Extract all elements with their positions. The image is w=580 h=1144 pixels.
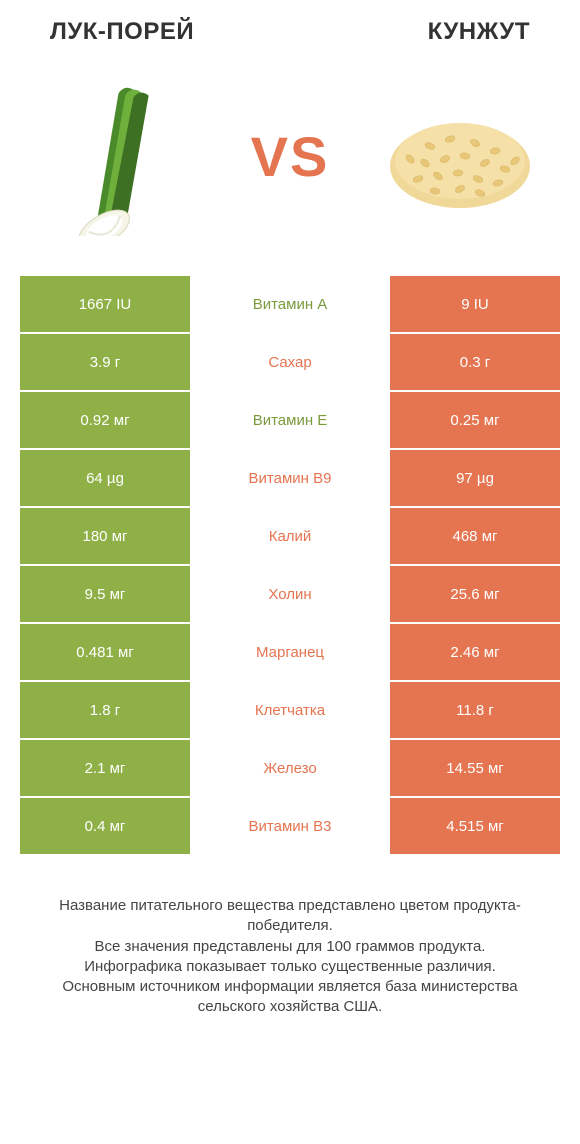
left-value-cell: 1667 IU (20, 276, 190, 332)
nutrient-name-cell: Сахар (190, 334, 390, 390)
right-value-cell: 0.25 мг (390, 392, 560, 448)
nutrient-name-cell: Витамин B3 (190, 798, 390, 854)
nutrient-name-cell: Марганец (190, 624, 390, 680)
table-row: 1.8 гКлетчатка11.8 г (20, 682, 560, 738)
table-row: 9.5 мгХолин25.6 мг (20, 566, 560, 622)
nutrient-name-cell: Витамин A (190, 276, 390, 332)
vs-label: VS (251, 124, 330, 189)
leek-image (30, 76, 210, 236)
comparison-table: 1667 IUВитамин A9 IU3.9 гСахар0.3 г0.92 … (0, 276, 580, 854)
table-row: 0.4 мгВитамин B34.515 мг (20, 798, 560, 854)
nutrient-name-cell: Холин (190, 566, 390, 622)
left-value-cell: 9.5 мг (20, 566, 190, 622)
footer-line: Инфографика показывает только существенн… (30, 957, 550, 977)
table-row: 2.1 мгЖелезо14.55 мг (20, 740, 560, 796)
right-value-cell: 9 IU (390, 276, 560, 332)
images-row: VS (0, 56, 580, 276)
left-food-title: ЛУК-ПОРЕЙ (50, 18, 194, 46)
right-value-cell: 2.46 мг (390, 624, 560, 680)
footer-line: Основным источником информации является … (30, 977, 550, 1018)
table-row: 1667 IUВитамин A9 IU (20, 276, 560, 332)
sesame-image (370, 76, 550, 236)
table-row: 3.9 гСахар0.3 г (20, 334, 560, 390)
left-value-cell: 1.8 г (20, 682, 190, 738)
right-value-cell: 11.8 г (390, 682, 560, 738)
left-value-cell: 0.481 мг (20, 624, 190, 680)
table-row: 180 мгКалий468 мг (20, 508, 560, 564)
sesame-icon (380, 91, 540, 221)
nutrient-name-cell: Клетчатка (190, 682, 390, 738)
nutrient-name-cell: Витамин E (190, 392, 390, 448)
left-value-cell: 180 мг (20, 508, 190, 564)
nutrient-name-cell: Калий (190, 508, 390, 564)
header: ЛУК-ПОРЕЙ КУНЖУТ (0, 0, 580, 56)
nutrient-name-cell: Витамин B9 (190, 450, 390, 506)
table-row: 64 µgВитамин B997 µg (20, 450, 560, 506)
right-value-cell: 97 µg (390, 450, 560, 506)
table-row: 0.92 мгВитамин E0.25 мг (20, 392, 560, 448)
right-value-cell: 25.6 мг (390, 566, 560, 622)
right-food-title: КУНЖУТ (428, 18, 530, 46)
right-value-cell: 14.55 мг (390, 740, 560, 796)
table-row: 0.481 мгМарганец2.46 мг (20, 624, 560, 680)
nutrient-name-cell: Железо (190, 740, 390, 796)
footer-line: Все значения представлены для 100 граммо… (30, 937, 550, 957)
left-value-cell: 0.92 мг (20, 392, 190, 448)
left-value-cell: 3.9 г (20, 334, 190, 390)
left-value-cell: 2.1 мг (20, 740, 190, 796)
footer-line: Название питательного вещества представл… (30, 896, 550, 937)
leek-icon (35, 76, 205, 236)
left-value-cell: 64 µg (20, 450, 190, 506)
footer-note: Название питательного вещества представл… (0, 856, 580, 1018)
right-value-cell: 468 мг (390, 508, 560, 564)
right-value-cell: 0.3 г (390, 334, 560, 390)
right-value-cell: 4.515 мг (390, 798, 560, 854)
left-value-cell: 0.4 мг (20, 798, 190, 854)
